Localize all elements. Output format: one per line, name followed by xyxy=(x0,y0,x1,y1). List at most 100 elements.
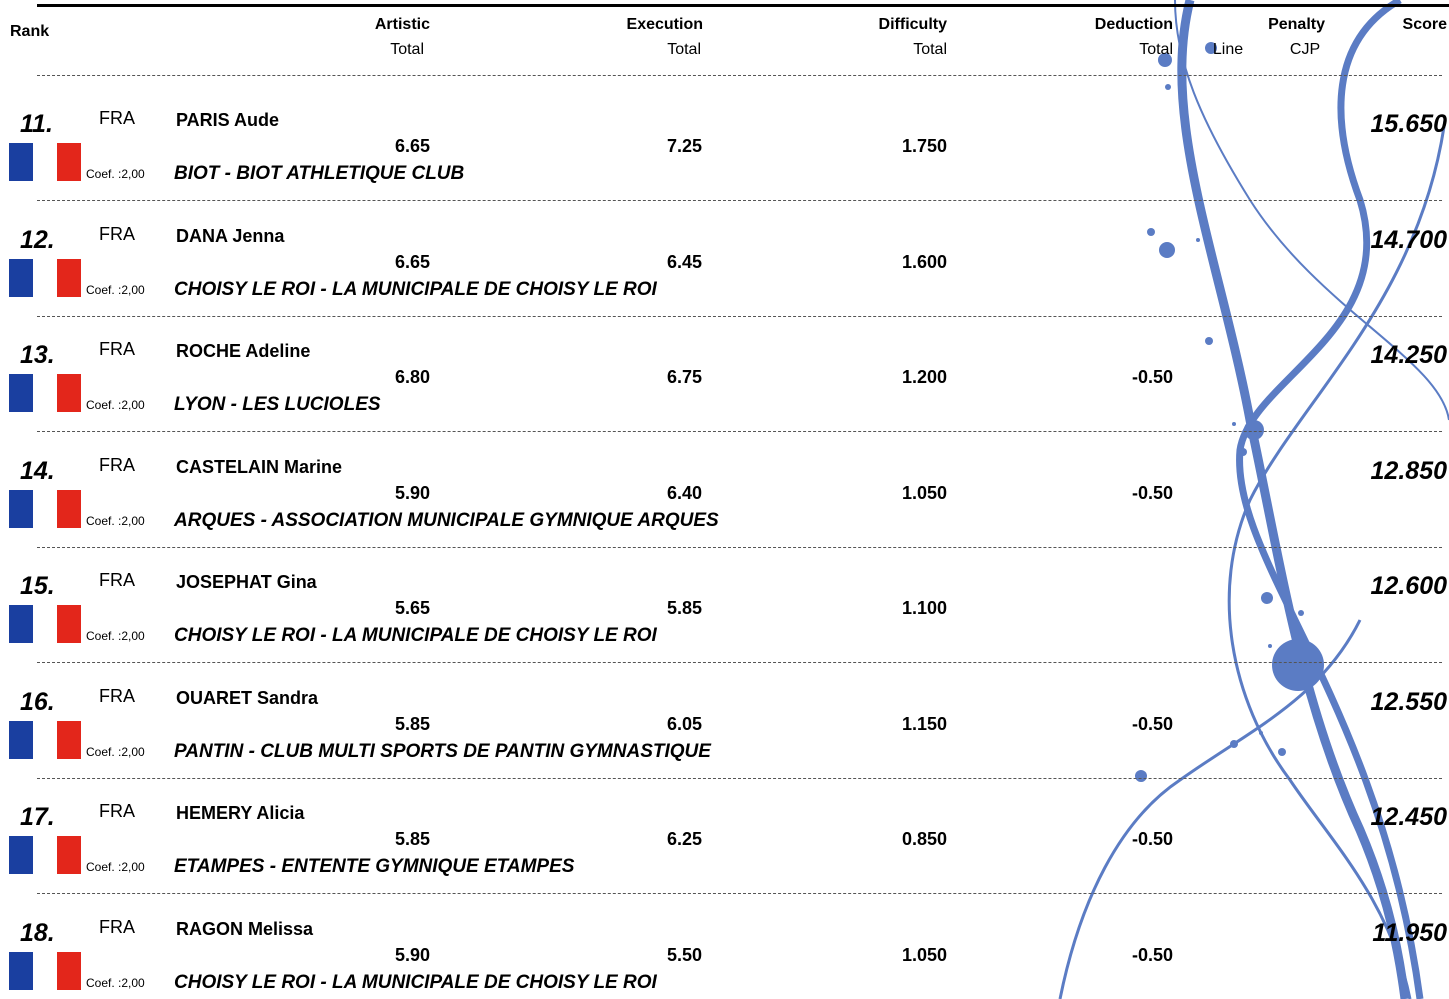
club: CHOISY LE ROI - LA MUNICIPALE DE CHOISY … xyxy=(174,973,657,992)
nation: FRA xyxy=(99,802,135,820)
artistic-total: 6.65 xyxy=(395,137,430,155)
flag xyxy=(9,143,81,181)
coefficient: Coef. :2,00 xyxy=(86,168,145,180)
nation: FRA xyxy=(99,456,135,474)
rank: 16. xyxy=(20,690,55,715)
score: 12.450 xyxy=(1371,805,1447,830)
row-separator xyxy=(37,431,1442,432)
athlete-name: ROCHE Adeline xyxy=(176,342,310,360)
row-separator xyxy=(37,662,1442,663)
club: CHOISY LE ROI - LA MUNICIPALE DE CHOISY … xyxy=(174,626,657,645)
athlete-name: DANA Jenna xyxy=(176,227,284,245)
execution-total: 6.40 xyxy=(667,484,702,502)
club: ARQUES - ASSOCIATION MUNICIPALE GYMNIQUE… xyxy=(174,511,719,530)
row-separator xyxy=(37,893,1442,894)
flag xyxy=(9,605,81,643)
deduction-total: -0.50 xyxy=(1132,368,1173,386)
execution-sub: Total xyxy=(667,42,701,58)
rank: 17. xyxy=(20,805,55,830)
deduction-total: -0.50 xyxy=(1132,946,1173,964)
coefficient: Coef. :2,00 xyxy=(86,861,145,873)
difficulty-header: Difficulty xyxy=(879,17,947,33)
artistic-total: 5.90 xyxy=(395,484,430,502)
execution-total: 6.45 xyxy=(667,253,702,271)
artistic-total: 5.65 xyxy=(395,599,430,617)
penalty-header: Penalty xyxy=(1268,17,1325,33)
coefficient: Coef. :2,00 xyxy=(86,630,145,642)
club: BIOT - BIOT ATHLETIQUE CLUB xyxy=(174,164,464,183)
score: 15.650 xyxy=(1371,112,1447,137)
coefficient: Coef. :2,00 xyxy=(86,284,145,296)
execution-total: 6.75 xyxy=(667,368,702,386)
deduction-header: Deduction xyxy=(1095,17,1173,33)
decoration xyxy=(0,0,1449,999)
difficulty-total: 1.050 xyxy=(902,484,947,502)
difficulty-total: 1.200 xyxy=(902,368,947,386)
execution-total: 5.50 xyxy=(667,946,702,964)
execution-total: 5.85 xyxy=(667,599,702,617)
athlete-name: JOSEPHAT Gina xyxy=(176,573,317,591)
coefficient: Coef. :2,00 xyxy=(86,977,145,989)
rank: 12. xyxy=(20,228,55,253)
artistic-header: Artistic xyxy=(375,17,430,33)
rank: 18. xyxy=(20,921,55,946)
difficulty-total: 1.150 xyxy=(902,715,947,733)
row-separator xyxy=(37,316,1442,317)
score: 12.850 xyxy=(1371,459,1447,484)
execution-header: Execution xyxy=(627,17,703,33)
flag xyxy=(9,259,81,297)
nation: FRA xyxy=(99,571,135,589)
page: Rank Artistic Total Execution Total Difficult… xyxy=(0,0,1449,999)
flag xyxy=(9,836,81,874)
artistic-total: 5.85 xyxy=(395,830,430,848)
execution-total: 6.25 xyxy=(667,830,702,848)
athlete-name: OUARET Sandra xyxy=(176,689,318,707)
club: PANTIN - CLUB MULTI SPORTS DE PANTIN GYM… xyxy=(174,742,711,761)
nation: FRA xyxy=(99,340,135,358)
score: 14.700 xyxy=(1371,228,1447,253)
nation: FRA xyxy=(99,225,135,243)
difficulty-sub: Total xyxy=(913,42,947,58)
rank-header: Rank xyxy=(10,24,49,40)
flag xyxy=(9,374,81,412)
rank: 15. xyxy=(20,574,55,599)
artistic-total: 6.65 xyxy=(395,253,430,271)
execution-total: 7.25 xyxy=(667,137,702,155)
club: CHOISY LE ROI - LA MUNICIPALE DE CHOISY … xyxy=(174,280,657,299)
deduction-sub: Total xyxy=(1139,42,1173,58)
rank: 14. xyxy=(20,459,55,484)
rank: 11. xyxy=(20,112,53,137)
difficulty-total: 1.100 xyxy=(902,599,947,617)
row-separator xyxy=(37,547,1442,548)
deduction-total: -0.50 xyxy=(1132,484,1173,502)
artistic-total: 5.85 xyxy=(395,715,430,733)
results-sheet: Rank Artistic Total Execution Total Difficult… xyxy=(0,0,1449,999)
score-header: Score xyxy=(1403,17,1447,33)
score: 11.950 xyxy=(1372,921,1447,946)
execution-total: 6.05 xyxy=(667,715,702,733)
flag xyxy=(9,490,81,528)
athlete-name: PARIS Aude xyxy=(176,111,279,129)
score: 12.550 xyxy=(1371,690,1447,715)
nation: FRA xyxy=(99,687,135,705)
score: 14.250 xyxy=(1371,343,1447,368)
header-separator xyxy=(37,75,1442,76)
difficulty-total: 1.600 xyxy=(902,253,947,271)
athlete-name: HEMERY Alicia xyxy=(176,804,304,822)
deduction-total: -0.50 xyxy=(1132,830,1173,848)
deduction-total: -0.50 xyxy=(1132,715,1173,733)
coefficient: Coef. :2,00 xyxy=(86,746,145,758)
row-separator xyxy=(37,200,1442,201)
coefficient: Coef. :2,00 xyxy=(86,399,145,411)
nation: FRA xyxy=(99,109,135,127)
club: LYON - LES LUCIOLES xyxy=(174,395,381,414)
flag xyxy=(9,721,81,759)
difficulty-total: 1.750 xyxy=(902,137,947,155)
difficulty-total: 0.850 xyxy=(902,830,947,848)
artistic-total: 6.80 xyxy=(395,368,430,386)
artistic-sub: Total xyxy=(390,42,424,58)
row-separator xyxy=(37,778,1442,779)
cjp-header: CJP xyxy=(1290,42,1320,58)
difficulty-total: 1.050 xyxy=(902,946,947,964)
nation: FRA xyxy=(99,918,135,936)
